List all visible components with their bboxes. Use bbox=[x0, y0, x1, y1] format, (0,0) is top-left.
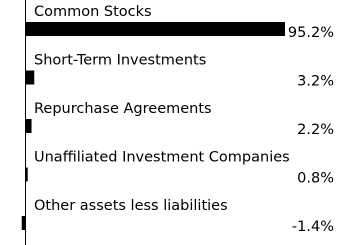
category-label: Common Stocks bbox=[34, 4, 152, 20]
bar bbox=[25, 119, 32, 133]
value-label: 0.8% bbox=[297, 171, 334, 187]
category-label: Unaffiliated Investment Companies bbox=[34, 150, 290, 166]
value-label: 2.2% bbox=[297, 122, 334, 138]
value-label: 95.2% bbox=[288, 25, 334, 41]
category-label: Short-Term Investments bbox=[34, 53, 206, 69]
value-label: 3.2% bbox=[297, 74, 334, 90]
bar bbox=[21, 216, 26, 230]
category-label: Other assets less liabilities bbox=[34, 198, 228, 214]
value-label: -1.4% bbox=[292, 219, 334, 235]
bar bbox=[25, 22, 285, 36]
bar bbox=[25, 167, 28, 182]
category-label: Repurchase Agreements bbox=[34, 101, 212, 117]
bar bbox=[25, 70, 35, 85]
